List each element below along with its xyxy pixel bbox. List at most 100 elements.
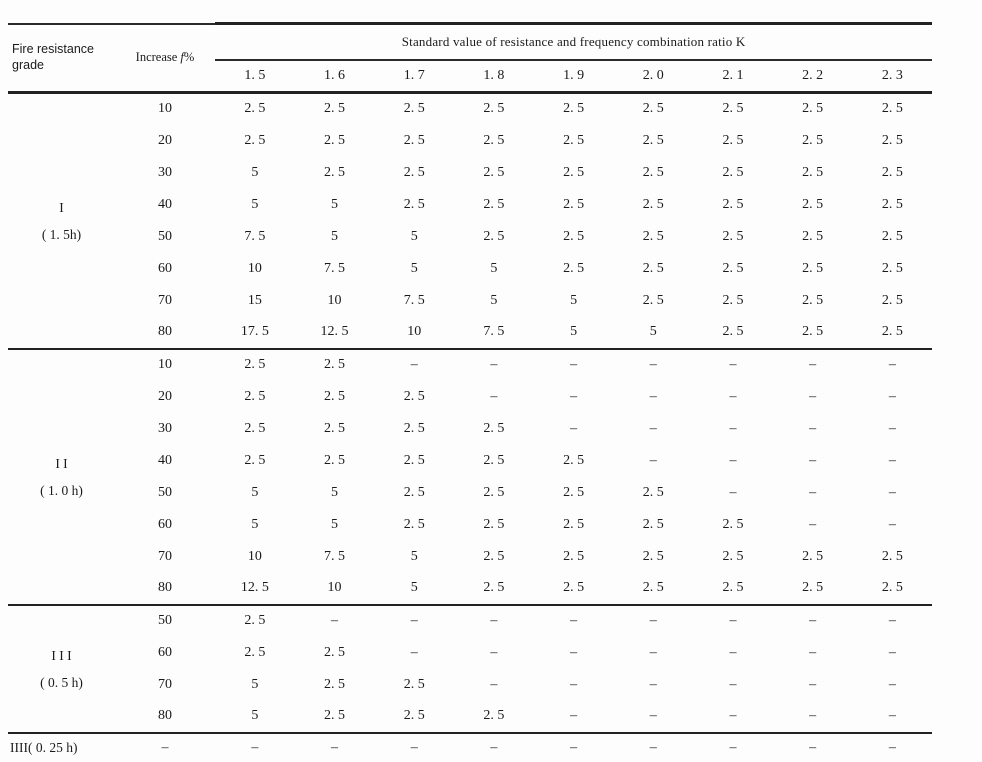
k-value-cell: – [693,700,773,734]
increase-cell: 40 [158,452,172,468]
k-value-cell: 2. 5 [802,132,824,148]
k-value-cell: 2. 5 [403,420,425,436]
k-value-cell: – [809,388,817,404]
k-value-cell: – [533,700,614,734]
k-value-cell: 2. 5 [852,316,933,350]
increase-label: Increase [135,50,178,65]
k-value-cell: 5 [331,484,339,500]
k-value-cell: 12. 5 [215,572,295,606]
k-value-cell: 2. 5 [244,388,266,404]
k-value-cell: – [809,484,817,500]
k-value-cell: – [410,739,418,755]
k-value-cell: 5 [331,196,339,212]
k-value-cell: – [570,739,578,755]
k-value-cell: – [888,484,896,500]
k-value-header: 1. 8 [454,60,534,94]
k-value-cell: 2. 5 [722,228,744,244]
increase-cell: 20 [158,132,172,148]
k-value-cell: 5 [251,484,259,500]
k-value-cell: – [613,700,694,734]
grade-label: I I I [51,647,72,663]
k-value-cell: 2. 5 [563,196,585,212]
grade-duration: ( 1. 0 h) [40,482,83,498]
increase-cell: 70 [158,548,172,564]
k-value-cell: 2. 5 [772,572,853,606]
increase-cell: 30 [158,420,172,436]
k-value-cell: – [888,613,896,628]
k-value-cell: – [729,613,737,628]
k-value-cell: 10 [374,316,455,350]
k-value-cell: 2. 5 [483,228,505,244]
header-row-k-values: 1. 5 1. 6 1. 7 1. 8 1. 9 2. 0 2. 1 2. 2 … [8,60,933,94]
k-value-cell: 2. 5 [324,357,346,372]
k-value-cell: – [809,613,817,628]
k-value-cell: 2. 5 [563,101,585,117]
k-value-cell: 5 [533,316,614,350]
k-value-cell: 2. 5 [483,132,505,148]
increase-cell: 50 [158,613,172,628]
table-row: 20 2. 5 2. 5 2. 5 – – – – – – [8,381,932,413]
k-value-cell: 2. 5 [722,101,744,117]
k-value-cell: – [331,613,339,628]
k-value-cell: 2. 5 [563,548,585,564]
grade-duration: ( 1. 5h) [41,226,82,242]
k-value-cell: – [649,739,657,755]
k-value-cell: 2. 5 [642,228,664,244]
k-value-cell: 2. 5 [563,452,585,468]
k-value-cell: 2. 5 [881,548,903,564]
increase-cell: 30 [158,164,172,180]
k-value-cell: – [331,739,339,755]
grade-duration: ( 0. 5 h) [40,674,83,690]
k-value-cell: 2. 5 [403,516,425,532]
k-value-cell: 5 [613,316,694,350]
k-value-cell: 12. 5 [294,316,375,350]
k-value-cell: – [852,700,933,734]
increase-variable: f [180,50,184,65]
table-row: 70 5 2. 5 2. 5 – – – – – – [8,669,932,701]
k-value-cell: – [888,420,896,436]
increase-cell: 70 [158,292,172,308]
table-row: 30 5 2. 5 2. 5 2. 5 2. 5 2. 5 2. 5 2. 5 2. 5 [8,157,932,189]
increase-cell: 50 [158,228,172,244]
table-row: 70 10 7. 5 5 2. 5 2. 5 2. 5 2. 5 2. 5 2. 5 [8,541,932,573]
k-value-cell: 2. 5 [324,420,346,436]
header-line-2: grade [12,57,44,72]
grade-cell: I ( 1. 5h) [8,92,115,350]
k-value-cell: – [649,452,657,468]
increase-percent: % [183,50,195,65]
k-value-cell: 2. 5 [244,644,266,660]
table-row: I I( 1. 0 h) 10 2. 5 2. 5– – – – – – – [8,348,932,606]
k-value-cell: 2. 5 [881,292,903,308]
k-value-cell: 2. 5 [454,700,534,734]
k-value-cell: 2. 5 [483,101,505,117]
table-row: 80 12. 5 10 5 2. 5 2. 5 2. 5 2. 5 2. 5 2. 5 [8,572,933,606]
k-value-header: 2. 0 [613,60,694,94]
k-value-cell: 5 [215,700,295,734]
k-value-cell: 2. 5 [324,388,346,404]
k-value-cell: 2. 5 [244,101,266,117]
table-row-footer: IIII( 0. 25 h) – – – – – – – – – – [8,733,932,762]
k-value-cell: 5 [251,516,259,532]
table-row: 50 7. 5 5 5 2. 5 2. 5 2. 5 2. 5 2. 5 2. 5 [8,221,932,253]
k-value-cell: – [729,644,737,660]
k-value-cell: – [570,388,578,404]
k-value-cell: 2. 5 [483,164,505,180]
k-value-cell: 7. 5 [324,548,346,564]
k-value-cell: 2. 5 [563,484,585,500]
resistance-table-wrapper: Fire resistance grade Increase f% Standa… [8,22,933,762]
k-value-cell: 2. 5 [533,572,614,606]
table-row: 60 2. 5 2. 5 – – – – – – – [8,637,932,669]
k-value-cell: 2. 5 [324,644,346,660]
k-value-cell: 5 [331,228,339,244]
increase-cell: 40 [158,196,172,212]
increase-cell: 10 [158,357,172,372]
k-value-cell: – [649,676,657,692]
k-value-cell: – [729,357,737,372]
k-value-cell: – [570,644,578,660]
k-value-cell: 2. 5 [802,260,824,276]
k-value-cell: 2. 5 [244,613,266,628]
k-value-cell: 2. 5 [802,292,824,308]
k-value-cell: 5 [331,516,339,532]
k-value-cell: 2. 5 [722,260,744,276]
k-value-cell: 2. 5 [403,388,425,404]
